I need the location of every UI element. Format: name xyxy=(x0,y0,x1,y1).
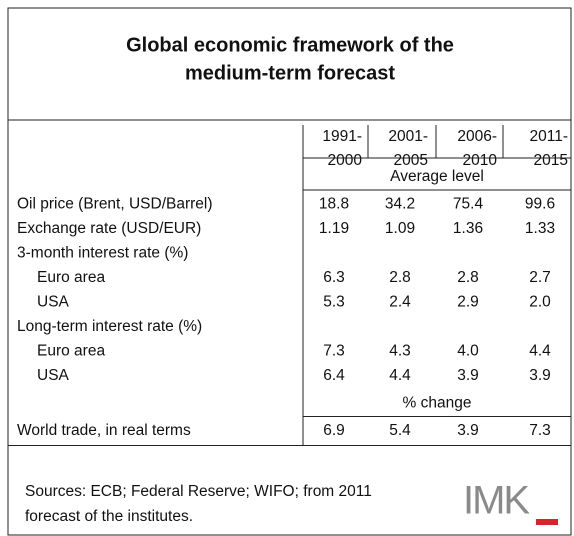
column-header: 2011- xyxy=(530,128,569,145)
title-line: medium-term forecast xyxy=(185,62,395,84)
row-label: Euro area xyxy=(37,269,105,286)
column-header: 2001- xyxy=(388,128,428,145)
cell: 2.8 xyxy=(389,269,411,286)
cell: 5.4 xyxy=(389,422,411,439)
block-heading: Average level xyxy=(390,168,484,185)
cell: 6.3 xyxy=(323,269,345,286)
cell: 4.4 xyxy=(389,367,411,384)
row-label: Long-term interest rate (%) xyxy=(17,318,202,335)
row-label: Euro area xyxy=(37,343,105,360)
source-note: forecast of the institutes. xyxy=(25,508,193,525)
cell: 1.36 xyxy=(453,220,483,237)
cell: 34.2 xyxy=(385,196,415,213)
row-label: Exchange rate (USD/EUR) xyxy=(17,220,201,237)
title-line: Global economic framework of the xyxy=(126,34,454,56)
cell: 4.0 xyxy=(457,343,479,360)
cell: 5.3 xyxy=(323,294,345,311)
cell: 2.8 xyxy=(457,269,479,286)
logo: IMK xyxy=(463,479,530,523)
cell: 7.3 xyxy=(529,422,551,439)
row-label: USA xyxy=(37,294,70,311)
cell: 1.09 xyxy=(385,220,415,237)
cell: 7.3 xyxy=(323,343,345,360)
column-header: 1991- xyxy=(322,128,362,145)
column-header: 2015 xyxy=(534,152,568,169)
cell: 4.4 xyxy=(529,343,551,360)
source-note: Sources: ECB; Federal Reserve; WIFO; fro… xyxy=(25,483,372,500)
row-label: Oil price (Brent, USD/Barrel) xyxy=(17,196,213,213)
column-header: 2005 xyxy=(394,152,428,169)
cell: 2.7 xyxy=(529,269,551,286)
column-header: 2006- xyxy=(457,128,497,145)
frame xyxy=(7,7,572,536)
cell: 3.9 xyxy=(457,367,479,384)
cell: 99.6 xyxy=(525,196,555,213)
logo-bar xyxy=(536,519,558,525)
cell: 75.4 xyxy=(453,196,484,213)
cell: 3.9 xyxy=(457,422,479,439)
cell: 6.4 xyxy=(323,367,345,384)
block-heading: % change xyxy=(403,395,472,412)
column-header: 2010 xyxy=(463,152,498,169)
cell: 6.9 xyxy=(323,422,345,439)
column-header: 2000 xyxy=(328,152,363,169)
cell: 1.33 xyxy=(525,220,555,237)
cell: 2.4 xyxy=(389,294,411,311)
cell: 3.9 xyxy=(529,367,551,384)
cell: 1.19 xyxy=(319,220,349,237)
cell: 2.0 xyxy=(529,294,551,311)
row-label: USA xyxy=(37,367,70,384)
cell: 2.9 xyxy=(457,294,479,311)
row-label: World trade, in real terms xyxy=(17,422,191,439)
cell: 4.3 xyxy=(389,343,411,360)
row-label: 3-month interest rate (%) xyxy=(17,245,188,262)
cell: 18.8 xyxy=(319,196,349,213)
